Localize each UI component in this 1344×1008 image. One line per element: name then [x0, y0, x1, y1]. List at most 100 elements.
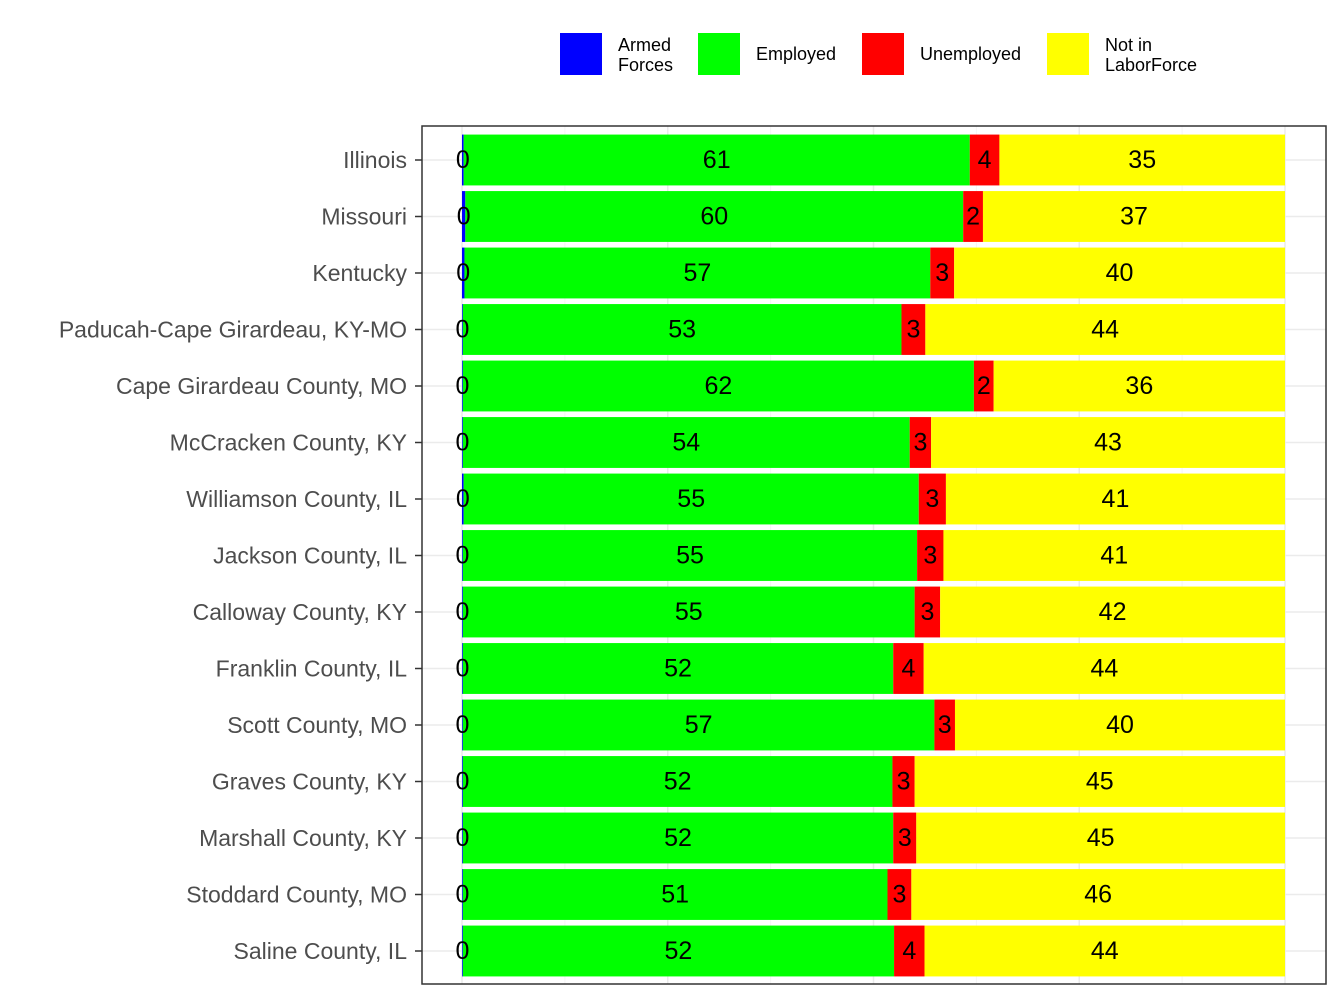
bar-segment-not-in-laborforce — [945, 473, 1285, 525]
data-label: 0 — [455, 372, 469, 400]
data-label: 4 — [902, 937, 916, 965]
bar-segment-not-in-laborforce — [924, 925, 1285, 977]
y-tick-label: Marshall County, KY — [199, 825, 407, 851]
data-label: 41 — [1102, 485, 1130, 513]
data-label: 0 — [455, 881, 469, 909]
data-label: 3 — [913, 429, 927, 457]
bar-segment-not-in-laborforce — [999, 134, 1285, 186]
data-label: 35 — [1128, 146, 1156, 174]
data-label: 45 — [1087, 824, 1115, 852]
bar-segment-employed — [462, 530, 918, 581]
y-tick-label: McCracken County, KY — [170, 430, 407, 456]
data-label: 53 — [668, 316, 696, 344]
bar-segment-unemployed — [901, 304, 926, 355]
data-label: 54 — [672, 429, 700, 457]
data-label: 3 — [935, 259, 949, 287]
data-label: 3 — [897, 768, 911, 796]
data-label: 0 — [456, 259, 470, 287]
data-label: 3 — [925, 485, 939, 513]
bar-segment-unemployed — [917, 530, 944, 581]
data-label: 3 — [898, 824, 912, 852]
bar-segment-unemployed — [893, 643, 924, 694]
data-label: 51 — [661, 881, 689, 909]
data-label: 41 — [1100, 542, 1128, 570]
data-label: 61 — [703, 146, 731, 174]
bar-segment-unemployed — [930, 247, 955, 299]
data-label: 42 — [1099, 598, 1127, 626]
bar-segment-unemployed — [934, 699, 955, 751]
bar-segment-employed — [463, 134, 970, 186]
bar-segment-not-in-laborforce — [911, 869, 1285, 920]
bar-segment-unemployed — [963, 191, 983, 242]
y-tick-label: Cape Girardeau County, MO — [116, 373, 407, 399]
bar-segment-employed — [462, 756, 893, 807]
y-tick-label: Saline County, IL — [234, 938, 408, 964]
data-label: 0 — [455, 937, 469, 965]
bar-segment-not-in-laborforce — [943, 530, 1285, 581]
y-tick-label: Franklin County, IL — [216, 656, 408, 682]
legend-label: Unemployed — [920, 44, 1021, 64]
bar-segment-armed-forces — [462, 360, 463, 412]
data-label: 55 — [676, 542, 704, 570]
bar-segment-armed-forces — [462, 530, 463, 581]
bar-segment-unemployed — [887, 869, 912, 920]
bar-segment-employed — [464, 247, 931, 299]
data-label: 52 — [664, 768, 692, 796]
bar-segment-unemployed — [892, 756, 915, 807]
bar-segment-not-in-laborforce — [931, 417, 1285, 468]
data-label: 2 — [966, 203, 980, 231]
data-label: 62 — [704, 372, 732, 400]
data-label: 55 — [677, 485, 705, 513]
bar-segment-armed-forces — [462, 586, 463, 638]
bar-segment-employed — [462, 304, 902, 355]
bar-segment-armed-forces — [462, 699, 463, 751]
data-label: 0 — [456, 146, 470, 174]
bar-segment-armed-forces — [462, 869, 463, 920]
data-label: 3 — [892, 881, 906, 909]
bar-segment-unemployed — [894, 925, 925, 977]
legend-key-not-in-laborforce — [1047, 33, 1089, 75]
data-label: 36 — [1125, 372, 1153, 400]
bar-segment-not-in-laborforce — [954, 247, 1285, 299]
data-label: 44 — [1091, 937, 1119, 965]
bar-segment-employed — [462, 699, 935, 751]
bar-segment-armed-forces — [462, 925, 463, 977]
bar-segment-not-in-laborforce — [925, 304, 1285, 355]
data-label: 40 — [1106, 259, 1134, 287]
legend-label: Employed — [756, 44, 836, 64]
legend-key-armed-forces — [560, 33, 602, 75]
y-tick-label: Jackson County, IL — [213, 543, 407, 569]
bar-segment-employed — [463, 473, 919, 525]
legend-label: Not in LaborForce — [1105, 35, 1197, 75]
data-label: 0 — [455, 316, 469, 344]
data-label: 3 — [938, 711, 952, 739]
y-tick-label: Stoddard County, MO — [186, 882, 407, 908]
bar-segment-armed-forces — [462, 756, 463, 807]
data-label: 44 — [1091, 316, 1119, 344]
y-tick-label: Williamson County, IL — [186, 486, 407, 512]
data-label: 0 — [455, 429, 469, 457]
data-label: 4 — [902, 655, 916, 683]
data-label: 52 — [664, 655, 692, 683]
data-label: 3 — [923, 542, 937, 570]
data-label: 44 — [1090, 655, 1118, 683]
bar-segment-armed-forces — [462, 191, 466, 242]
bar-segment-armed-forces — [462, 134, 464, 186]
bar-segment-not-in-laborforce — [914, 756, 1285, 807]
y-tick-label: Calloway County, KY — [193, 599, 407, 625]
panel-border — [421, 125, 1327, 985]
bar-segment-employed — [462, 417, 910, 468]
bars — [462, 134, 1285, 977]
bar-segment-armed-forces — [462, 473, 464, 525]
data-label: 0 — [455, 711, 469, 739]
data-label: 60 — [700, 203, 728, 231]
data-label: 55 — [675, 598, 703, 626]
bar-segment-not-in-laborforce — [923, 643, 1285, 694]
bar-segment-employed — [462, 869, 888, 920]
data-label: 40 — [1106, 711, 1134, 739]
bar-segment-employed — [462, 643, 894, 694]
bar-segment-unemployed — [969, 134, 1000, 186]
bar-segment-unemployed — [893, 812, 917, 864]
data-labels: 0 61 4 350 60 2 370 57 3 400 53 3 440 62 2 360 54 3 430 55 3… — [455, 146, 1156, 965]
